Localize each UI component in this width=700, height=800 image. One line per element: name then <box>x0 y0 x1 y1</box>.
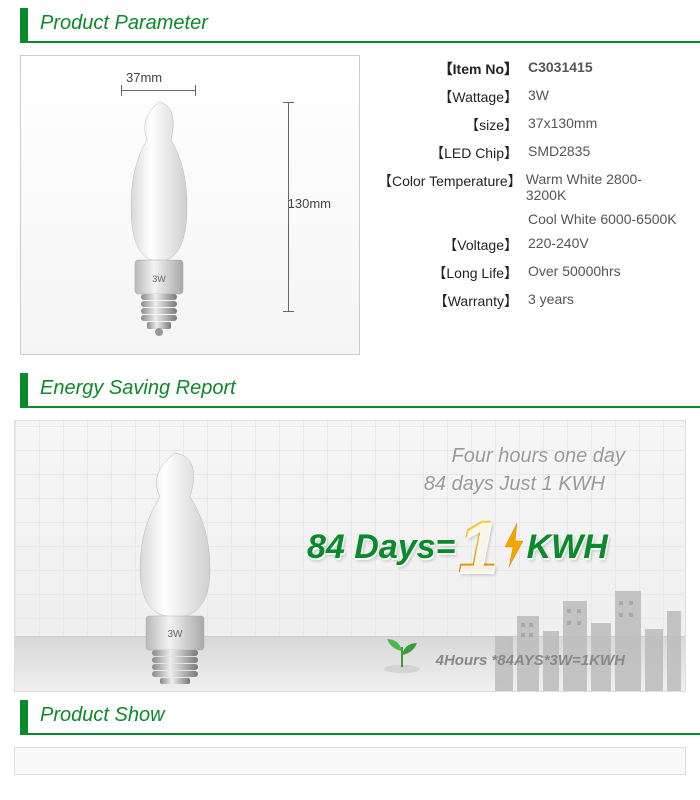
spec-label: 【Item No】 <box>378 59 518 79</box>
dimension-height-label: 130mm <box>288 196 331 211</box>
lightning-bolt-icon <box>501 527 527 567</box>
spec-value: 3 years <box>518 291 574 311</box>
spec-row: Cool White 6000-6500K <box>378 207 680 231</box>
section-title: Product Show <box>40 700 165 733</box>
energy-banner: 3W Four hours one day 84 days Just 1 KWH… <box>14 420 686 692</box>
banner-tagline-2: 84 days Just 1 KWH <box>424 473 605 496</box>
section-header-show: Product Show <box>20 700 700 735</box>
section-bar <box>20 8 28 41</box>
section-header-energy: Energy Saving Report <box>20 373 700 408</box>
spec-value: SMD2835 <box>518 143 590 163</box>
spec-label <box>378 211 518 227</box>
section-bar <box>20 373 28 406</box>
spec-label: 【Wattage】 <box>378 87 518 107</box>
spec-value: C3031415 <box>518 59 593 79</box>
svg-text:3W: 3W <box>168 629 184 640</box>
banner-formula: 4Hours *84AYS*3W=1KWH <box>436 652 625 669</box>
spec-label: 【Color Temperature】 <box>378 171 516 203</box>
spec-value: 3W <box>518 87 549 107</box>
bulb-illustration: 3W <box>109 96 209 346</box>
section-bar <box>20 700 28 733</box>
spec-label: 【LED Chip】 <box>378 143 518 163</box>
dimension-width-label: 37mm <box>126 70 162 85</box>
spec-label: 【Voltage】 <box>378 235 518 255</box>
sprout-icon <box>381 631 423 673</box>
spec-table: 【Item No】 C3031415 【Wattage】 3W 【size】 3… <box>378 55 680 355</box>
bulb-wattage-label: 3W <box>152 274 166 284</box>
spec-value: 220-240V <box>518 235 589 255</box>
spec-label: 【Long Life】 <box>378 263 518 283</box>
big-one-glyph: 1 <box>457 517 498 577</box>
banner-main-equation: 84 Days= 1 KWH <box>307 517 608 577</box>
banner-main-right: KWH <box>527 528 608 567</box>
bulb-screw-thread <box>141 294 177 336</box>
spec-row: 【Color Temperature】 Warm White 2800-3200… <box>378 167 680 207</box>
banner-tagline-1: Four hours one day <box>452 445 625 468</box>
spec-row: 【Wattage】 3W <box>378 83 680 111</box>
product-show-placeholder <box>14 747 686 775</box>
spec-label: 【size】 <box>378 115 518 135</box>
spec-value: 37x130mm <box>518 115 597 135</box>
product-dimension-image: 37mm 130mm <box>20 55 360 355</box>
section-header-parameter: Product Parameter <box>20 8 700 43</box>
spec-row: 【Voltage】 220-240V <box>378 231 680 259</box>
spec-row: 【Warranty】 3 years <box>378 287 680 315</box>
spec-value: Cool White 6000-6500K <box>518 211 677 227</box>
spec-row: 【LED Chip】 SMD2835 <box>378 139 680 167</box>
spec-label: 【Warranty】 <box>378 291 518 311</box>
spec-value: Over 50000hrs <box>518 263 621 283</box>
spec-row: 【Item No】 C3031415 <box>378 55 680 83</box>
spec-row: 【size】 37x130mm <box>378 111 680 139</box>
city-skyline-icon <box>485 581 685 691</box>
banner-main-left: 84 Days= <box>307 528 455 567</box>
spec-value: Warm White 2800-3200K <box>516 171 680 203</box>
banner-bulb-illustration: 3W <box>110 449 240 689</box>
section-title: Energy Saving Report <box>40 373 236 406</box>
parameter-row: 37mm 130mm <box>0 55 700 365</box>
section-title: Product Parameter <box>40 8 208 41</box>
dimension-width-line <box>121 90 196 91</box>
spec-row: 【Long Life】 Over 50000hrs <box>378 259 680 287</box>
dimension-height-line <box>288 102 289 312</box>
